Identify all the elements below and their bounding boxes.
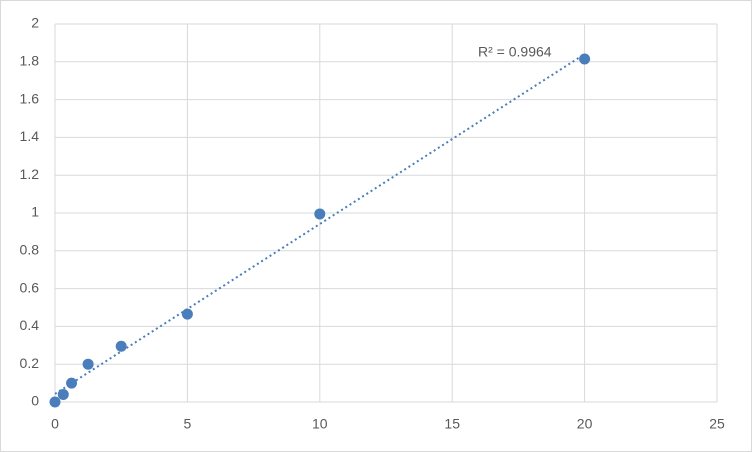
y-tick-label: 2 <box>31 15 39 31</box>
y-tick-label: 1.6 <box>20 90 40 106</box>
y-tick-label: 1.4 <box>20 128 40 144</box>
y-tick-label: 1.8 <box>20 53 40 69</box>
point <box>314 208 326 220</box>
point <box>66 377 78 389</box>
x-tick-label: 20 <box>577 416 593 432</box>
y-tick-label: 0.4 <box>20 317 40 333</box>
y-tick-label: 0 <box>31 393 39 409</box>
x-tick-label: 10 <box>312 416 328 432</box>
annotation: R² = 0.9964 <box>478 44 552 60</box>
x-tick-label: 5 <box>184 416 192 432</box>
x-tick-label: 0 <box>51 416 59 432</box>
point <box>181 308 193 320</box>
point <box>82 358 94 370</box>
x-tick-label: 25 <box>709 416 725 432</box>
y-tick-label: 1.2 <box>20 166 40 182</box>
y-tick-label: 0.8 <box>20 242 40 258</box>
point <box>579 53 591 65</box>
point <box>49 396 61 408</box>
point <box>115 340 127 352</box>
y-tick-label: 0.2 <box>20 355 40 371</box>
point <box>57 388 69 400</box>
x-tick-label: 15 <box>444 416 460 432</box>
y-tick-label: 1 <box>31 204 39 220</box>
y-tick-label: 0.6 <box>20 279 40 295</box>
